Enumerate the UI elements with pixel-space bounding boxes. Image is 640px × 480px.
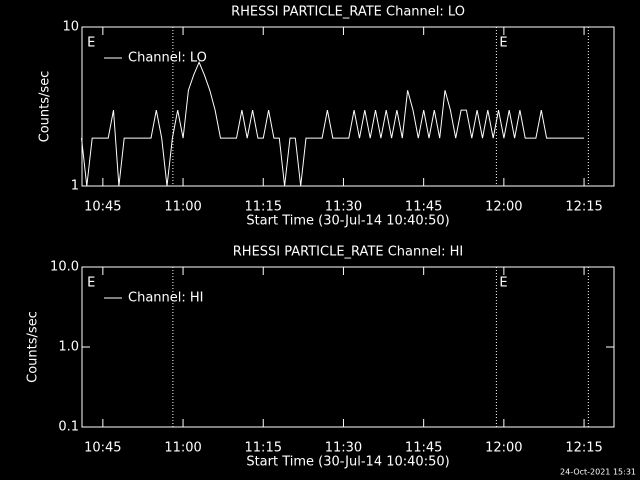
x-tick-label: 11:15 [245,200,282,215]
chart-title: RHESSI PARTICLE_RATE Channel: HI [233,245,463,260]
footer: 24-Oct-2021 15:31 [560,468,636,477]
x-tick-label: 10:45 [84,200,121,215]
annotation: E [499,276,507,291]
x-tick-label: 12:15 [565,441,602,456]
plot-frame [81,26,615,187]
x-axis-label: Start Time (30-Jul-14 10:40:50) [246,455,449,470]
y-tick-label: 0.1 [58,420,79,435]
y-tick-label: 1 [71,179,79,194]
chart-title: RHESSI PARTICLE_RATE Channel: LO [231,5,465,20]
y-tick-label: 1.0 [58,340,79,355]
x-tick-label: 11:15 [245,441,282,456]
x-tick-label: 11:00 [164,200,201,215]
x-tick-label: 12:00 [485,441,522,456]
x-tick-label: 11:30 [325,441,362,456]
legend-label: Channel: HI [128,291,204,306]
annotation: E [87,276,95,291]
x-axis-label: Start Time (30-Jul-14 10:40:50) [246,214,449,229]
y-tick-label: 10 [62,20,79,35]
x-tick-label: 12:15 [565,200,602,215]
x-tick-label: 11:45 [405,200,442,215]
x-tick-label: 11:30 [325,200,362,215]
annotation: E [499,36,507,51]
y-axis-label: Counts/sec [38,71,53,143]
data-line [81,61,585,187]
y-axis-label: Counts/sec [26,311,41,383]
y-tick-label: 10.0 [50,260,79,275]
x-tick-label: 12:00 [485,200,522,215]
x-tick-label: 11:45 [405,441,442,456]
annotation: E [87,36,95,51]
legend-label: Channel: LO [128,51,207,66]
x-tick-label: 11:00 [164,441,201,456]
x-tick-label: 10:45 [84,441,121,456]
